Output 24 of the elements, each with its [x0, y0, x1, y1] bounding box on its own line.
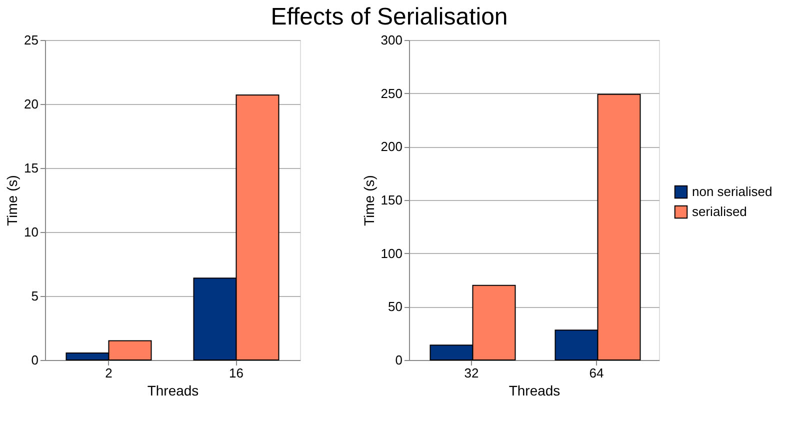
- y-tick-label: 5: [31, 288, 38, 304]
- y-tick-label: 50: [388, 299, 402, 314]
- y-tick-label: 25: [24, 32, 38, 48]
- text: Effects of Serialisation: [270, 4, 508, 30]
- y-tick-label: 300: [380, 32, 402, 48]
- x-axis-title: Threads: [508, 382, 560, 398]
- y-tick-label: 200: [380, 139, 402, 154]
- x-tick-label: 32: [464, 366, 479, 380]
- x-tick-label: 2: [105, 366, 112, 380]
- y-tick-label: 250: [380, 86, 402, 101]
- x-tick-label: 64: [589, 366, 604, 380]
- y-tick-label: 100: [380, 246, 402, 261]
- y-axis-title: Time (s): [4, 175, 20, 226]
- y-tick-label: 0: [31, 352, 38, 368]
- x-axis-title: Threads: [147, 382, 199, 398]
- y-tick-label: 150: [380, 192, 402, 208]
- y-axis-title: Time (s): [360, 175, 377, 226]
- legend-label: non serialised: [692, 184, 772, 199]
- x-tick-label: 16: [229, 366, 244, 380]
- y-tick-label: 0: [395, 352, 402, 368]
- y-tick-label: 15: [24, 160, 38, 176]
- y-tick-label: 10: [24, 224, 38, 240]
- y-tick-label: 20: [24, 96, 38, 112]
- legend-label: serialised: [692, 204, 747, 219]
